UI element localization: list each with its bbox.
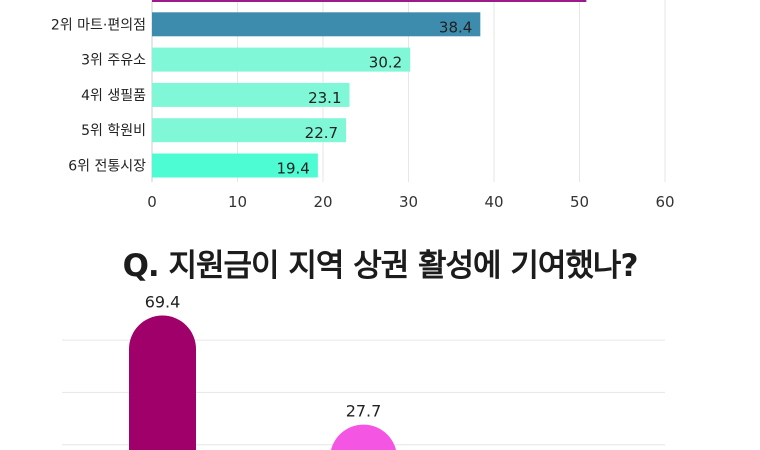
x-tick-label: 20 <box>313 193 332 211</box>
x-tick-label: 10 <box>228 193 247 211</box>
chart-title: Q. 지원금이 지역 상권 활성에 기여했나? <box>122 248 639 284</box>
category-label: 3위 주유소 <box>81 53 146 69</box>
bar <box>152 118 347 143</box>
category-label: 4위 생필품 <box>81 88 146 104</box>
bar <box>152 153 318 178</box>
bar <box>152 47 411 72</box>
bar <box>152 0 587 2</box>
bar <box>330 424 397 450</box>
value-label: 22.7 <box>305 124 338 142</box>
value-label: 23.1 <box>308 89 341 107</box>
value-label: 38.4 <box>439 18 472 36</box>
value-label: 27.7 <box>346 402 382 421</box>
x-tick-label: 40 <box>484 193 503 211</box>
value-label: 69.4 <box>145 293 181 312</box>
category-label: 5위 학원비 <box>81 123 146 139</box>
bar <box>152 82 350 107</box>
x-tick-label: 30 <box>399 193 418 211</box>
x-tick-label: 50 <box>570 193 589 211</box>
category-label: 2위 마트·편의점 <box>51 17 146 33</box>
value-label: 19.4 <box>276 160 309 178</box>
horizontal-bar-chart: 0 10 20 30 40 50 60 2위 마트·편의점 38.4 3위 주유소 30.2 4위 생… <box>51 0 675 211</box>
category-label: 6위 전통시장 <box>68 159 146 175</box>
bar <box>129 315 196 450</box>
x-tick-label: 60 <box>655 193 674 211</box>
bar <box>152 12 481 37</box>
x-tick-label: 0 <box>147 193 157 211</box>
value-label: 30.2 <box>369 54 402 72</box>
